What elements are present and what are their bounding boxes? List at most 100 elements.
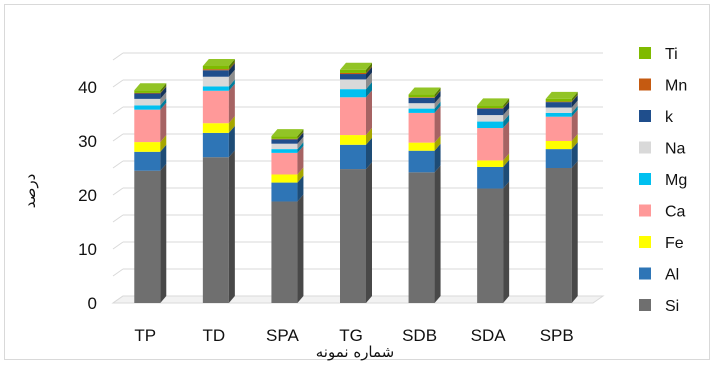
legend-label: Fe bbox=[665, 235, 684, 252]
bar-segment-Si bbox=[545, 161, 578, 303]
bar-segment-Fe bbox=[545, 134, 578, 150]
gridline-side bbox=[112, 187, 124, 196]
legend-label: Ca bbox=[665, 204, 686, 221]
bar-segment-Mg bbox=[202, 79, 235, 91]
gridline-side bbox=[112, 268, 124, 277]
bar-segment-k bbox=[408, 90, 441, 104]
bar-segment-Mn bbox=[477, 101, 510, 109]
x-tick-label: SPA bbox=[266, 326, 299, 345]
bar-segment-Mg bbox=[545, 105, 578, 117]
bar-top-cap bbox=[340, 62, 372, 70]
bar-top-cap bbox=[271, 129, 304, 137]
y-tick-label: 20 bbox=[78, 186, 97, 205]
bar-stack-SDA bbox=[477, 98, 510, 303]
bar-segment-Ca bbox=[545, 109, 578, 141]
legend-swatch bbox=[639, 267, 651, 280]
x-tick-label: SDB bbox=[402, 326, 437, 345]
legend-label: k bbox=[665, 109, 674, 126]
bar-segment-Fe bbox=[408, 135, 441, 151]
bar-segment-Al bbox=[545, 142, 578, 168]
bar-segment-Ca bbox=[202, 83, 235, 124]
bar-segment-Ti bbox=[202, 58, 235, 70]
bar-segment-Mg bbox=[408, 101, 441, 113]
bar-segment-Ti bbox=[408, 87, 441, 98]
bar-segment-Mn bbox=[545, 94, 578, 103]
y-tick-label: 0 bbox=[88, 294, 97, 313]
bar-segment-Na bbox=[477, 108, 510, 122]
bar-top-cap bbox=[134, 83, 167, 91]
bar-segment-Al bbox=[340, 137, 372, 170]
bar-segment-k bbox=[340, 67, 372, 80]
gridline-side bbox=[112, 214, 124, 223]
bar-segment-Al bbox=[134, 144, 167, 171]
legend-item-Si: Si bbox=[639, 298, 679, 315]
gridline-side bbox=[112, 133, 124, 142]
bar-segment-Si bbox=[477, 181, 510, 303]
y-axis-label: درصد bbox=[21, 174, 39, 209]
y-tick-label: 10 bbox=[78, 240, 97, 259]
bar-segment-k bbox=[271, 132, 304, 144]
legend-swatch bbox=[639, 78, 651, 91]
x-tick-label: TP bbox=[134, 326, 156, 345]
bar-segment-Fe bbox=[477, 153, 510, 167]
bar-segment-Al bbox=[408, 143, 441, 173]
bar-segment-Fe bbox=[271, 167, 304, 183]
bar-segment-Ca bbox=[134, 102, 167, 143]
bar-segment-Mg bbox=[134, 98, 167, 110]
legend-item-Mg: Mg bbox=[639, 172, 687, 189]
gridline-side bbox=[112, 241, 124, 250]
legend-swatch bbox=[639, 141, 651, 154]
legend-item-Fe: Fe bbox=[639, 235, 684, 252]
bar-segment-Ti bbox=[477, 98, 510, 109]
bar-top-cap bbox=[477, 98, 510, 106]
bar-segment-Fe bbox=[202, 116, 235, 133]
bar-segment-Al bbox=[271, 175, 304, 202]
legend-label: Mn bbox=[665, 78, 687, 95]
x-tick-label: TD bbox=[203, 326, 226, 345]
bar-top-cap bbox=[202, 58, 235, 66]
y-tick-label: 30 bbox=[78, 132, 97, 151]
x-tick-label: TG bbox=[339, 326, 363, 345]
bar-segment-k bbox=[477, 101, 510, 116]
x-axis-label: شماره نمونه bbox=[316, 343, 395, 361]
legend-label: Al bbox=[665, 267, 679, 284]
bar-segment-Ti bbox=[271, 129, 304, 139]
bar-segment-k bbox=[545, 95, 578, 108]
bar-segment-Ca bbox=[408, 105, 441, 143]
legend-item-Mn: Mn bbox=[639, 78, 687, 95]
bar-stack-TP bbox=[134, 83, 167, 303]
legend-swatch bbox=[639, 299, 651, 311]
legend-swatch bbox=[639, 236, 651, 248]
bar-segment-Na bbox=[202, 69, 235, 87]
legend-swatch bbox=[639, 47, 651, 59]
legend-item-k: k bbox=[639, 109, 674, 126]
bar-segment-Si bbox=[340, 162, 372, 303]
x-tick-label: SDA bbox=[471, 326, 507, 345]
bar-stack-TD bbox=[202, 58, 235, 303]
bar-stack-SPB bbox=[545, 91, 578, 303]
legend-label: Si bbox=[665, 298, 679, 315]
gridline-side bbox=[112, 160, 124, 169]
bar-segment-Ca bbox=[271, 145, 304, 175]
legend-item-Na: Na bbox=[639, 141, 686, 158]
gridline-side bbox=[112, 79, 124, 88]
bar-segment-Ti bbox=[340, 62, 372, 73]
bar-segment-Mg bbox=[271, 142, 304, 153]
bar-segment-Si bbox=[134, 163, 167, 303]
bar-segment-Al bbox=[477, 159, 510, 189]
legend-swatch bbox=[639, 110, 651, 122]
bar-segment-Si bbox=[408, 165, 441, 303]
legend-item-Al: Al bbox=[639, 267, 679, 284]
bar-stack-SPA bbox=[271, 129, 304, 303]
legend-label: Ti bbox=[665, 46, 678, 63]
bar-segment-Fe bbox=[134, 135, 167, 152]
bar-segment-Na bbox=[408, 96, 441, 109]
stacked-bar-chart: 0 10 20 30 40 TP TD SPA TG SDB SDA SPB Ti Mn k Na Mg Ca… bbox=[21, 46, 687, 361]
bar-segment-k bbox=[134, 86, 167, 99]
legend-item-Ti: Ti bbox=[639, 46, 678, 63]
bar-segment-k bbox=[202, 63, 235, 77]
chart-frame: 0 10 20 30 40 TP TD SPA TG SDB SDA SPB Ti Mn k Na Mg Ca… bbox=[4, 4, 710, 361]
bar-segment-Ca bbox=[340, 90, 372, 136]
gridline-side bbox=[112, 52, 124, 61]
bar-segment-Na bbox=[545, 100, 578, 113]
